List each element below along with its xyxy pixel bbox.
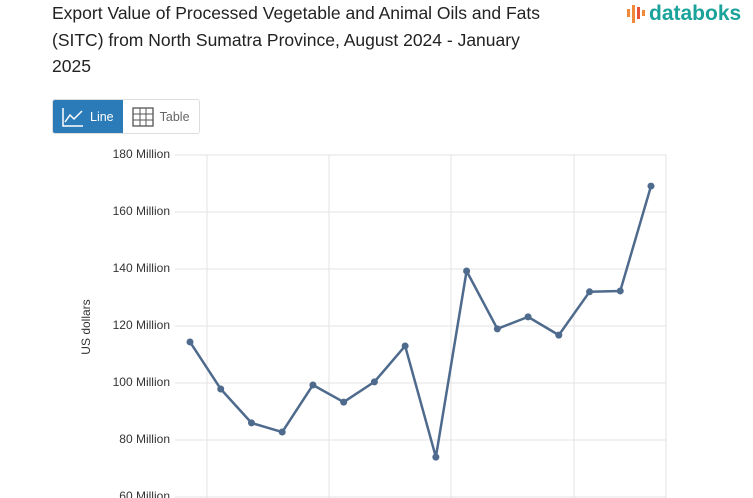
y-axis-label: US dollars [79,299,93,354]
data-point [309,381,317,389]
logo-icon [627,5,645,23]
data-point [647,182,655,190]
data-point [340,398,348,406]
series-line [188,185,653,459]
y-tick-label: 120 Million [113,318,170,332]
table-button[interactable]: Table [122,100,199,133]
logo[interactable]: databoks [626,2,741,26]
data-point [247,419,255,427]
data-point [370,378,378,386]
data-point [586,288,594,296]
data-point [278,428,286,436]
y-tick-label: 180 Million [113,147,170,161]
view-toggle: Line Table [52,99,200,134]
data-point [432,453,440,461]
line-button-label: Line [90,109,114,124]
line-button[interactable]: Line [53,100,123,133]
data-point [616,287,624,295]
y-tick-label: 60 Million [119,489,170,498]
data-point [401,342,409,350]
y-tick-label: 100 Million [113,375,170,389]
data-point [555,331,563,339]
y-tick-label: 80 Million [119,432,170,446]
data-point [186,338,194,346]
data-point [463,267,471,275]
data-point [524,313,532,321]
logo-text: databoks [649,2,742,25]
data-point [217,385,225,393]
data-point [493,325,501,333]
y-tick-label: 160 Million [113,204,170,218]
y-tick-label: 140 Million [113,261,170,275]
title: Export Value of Processed Vegetable and … [52,3,541,76]
table-button-label: Table [159,109,190,124]
